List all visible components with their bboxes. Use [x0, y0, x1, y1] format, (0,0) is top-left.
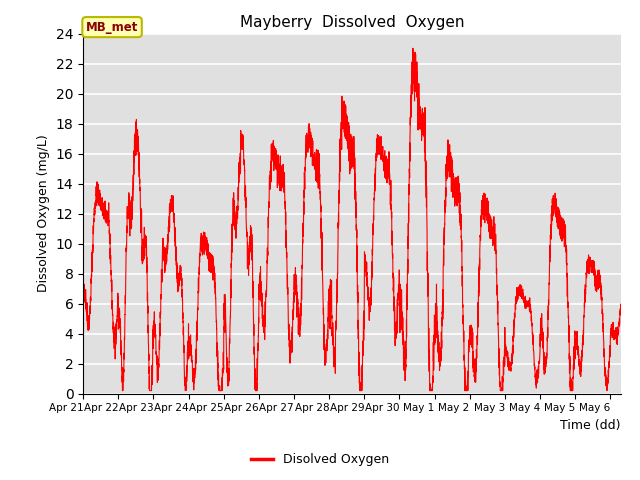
Y-axis label: Dissolved Oxygen (mg/L): Dissolved Oxygen (mg/L)	[37, 135, 50, 292]
Text: MB_met: MB_met	[86, 21, 138, 34]
X-axis label: Time (dd): Time (dd)	[560, 419, 621, 432]
Legend: Disolved Oxygen: Disolved Oxygen	[246, 448, 394, 471]
Title: Mayberry  Dissolved  Oxygen: Mayberry Dissolved Oxygen	[240, 15, 464, 30]
